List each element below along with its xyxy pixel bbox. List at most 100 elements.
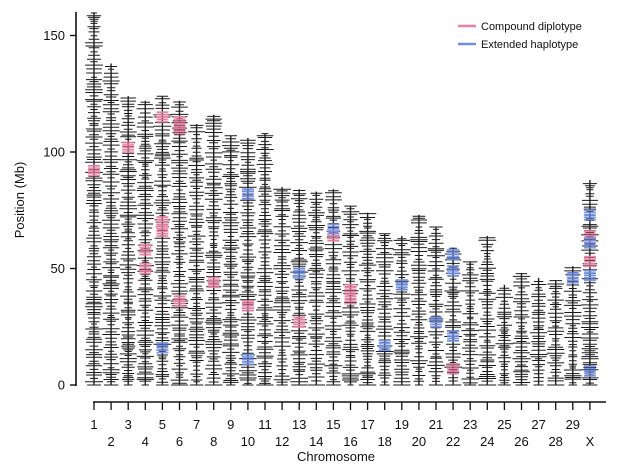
marker-ticks	[358, 213, 377, 386]
x-tick-label: 6	[176, 434, 183, 449]
chromosome-3	[119, 96, 137, 386]
marker-ticks	[85, 12, 103, 386]
extended-haplotype-mark-chr29	[566, 272, 579, 284]
marker-ticks	[119, 97, 137, 386]
compound-diplotype-mark-chr5	[156, 225, 169, 237]
x-tick-label: 23	[463, 417, 477, 432]
chromosome-11	[256, 133, 274, 386]
chromosome-9	[221, 135, 240, 386]
x-tick-label: 14	[309, 434, 323, 449]
extended-haplotype-mark-chrX	[583, 209, 596, 221]
chromosome-23	[461, 261, 480, 386]
marker-ticks	[495, 287, 514, 386]
x-tick-label: 1	[90, 417, 97, 432]
marker-ticks	[187, 124, 206, 386]
x-tick-label: 15	[326, 417, 340, 432]
chromosome-28	[546, 280, 565, 386]
x-tick-label: 13	[292, 417, 306, 432]
compound-diplotype-mark-chr4	[139, 262, 152, 275]
chromosome-27	[529, 277, 548, 386]
y-tick-label: 100	[43, 145, 65, 160]
x-axis-title: Chromosome	[297, 449, 375, 464]
legend-label-extended: Extended haplotype	[481, 39, 578, 51]
compound-diplotype-mark-chr1	[88, 164, 100, 177]
chromosome-bars	[85, 12, 599, 386]
chromosome-10	[239, 138, 257, 386]
chromosome-26	[512, 273, 531, 386]
x-tick-label: 27	[531, 417, 545, 432]
x-tick-label: 18	[377, 434, 391, 449]
extended-haplotype-mark-chr5	[156, 342, 169, 354]
y-tick-label: 150	[43, 28, 65, 43]
chromosome-29	[564, 266, 582, 386]
marker-ticks	[221, 135, 240, 386]
chromosome-16	[341, 205, 360, 386]
legend: Compound diplotype Extended haplotype	[458, 21, 582, 51]
x-axis: 1234567891011121314151617181920212223242…	[90, 401, 606, 464]
marker-ticks	[375, 233, 394, 386]
marker-ticks	[410, 215, 428, 386]
x-tick-label: 16	[343, 434, 357, 449]
x-tick-label: 22	[446, 434, 460, 449]
extended-haplotype-mark-chr22	[447, 330, 460, 342]
marker-ticks	[461, 261, 480, 386]
marker-ticks	[478, 237, 497, 386]
chromosome-6	[170, 100, 189, 386]
chromosome-8	[204, 114, 223, 386]
marker-ticks	[546, 280, 565, 386]
compound-diplotype-mark-chr5	[156, 111, 169, 123]
extended-haplotype-mark-chr22	[447, 265, 460, 277]
compound-diplotype-mark-chr16	[344, 293, 357, 305]
extended-haplotype-mark-chr10	[241, 353, 254, 366]
chromosome-1	[85, 12, 103, 386]
marker-ticks	[273, 188, 291, 386]
extended-haplotype-mark-chr13	[293, 267, 306, 279]
chromosome-18	[375, 233, 394, 386]
compound-diplotype-mark-chr13	[293, 316, 306, 328]
compound-diplotype-mark-chr4	[139, 244, 152, 256]
chromosome-25	[495, 284, 514, 386]
compound-diplotype-mark-chr6	[173, 295, 186, 307]
chromosome-21	[427, 226, 445, 386]
marker-ticks	[102, 66, 121, 386]
x-tick-label: 12	[275, 434, 289, 449]
x-tick-label: 24	[480, 434, 494, 449]
compound-diplotype-mark-chr8	[207, 276, 220, 289]
chromosome-5	[153, 95, 172, 386]
x-tick-label: 10	[241, 434, 255, 449]
compound-diplotype-mark-chr22	[447, 362, 460, 375]
extended-haplotype-mark-chr10	[241, 188, 254, 200]
chromosome-20	[410, 214, 428, 386]
x-tick-label: 19	[395, 417, 409, 432]
legend-label-compound: Compound diplotype	[481, 21, 582, 33]
chromosome-14	[307, 191, 326, 386]
x-tick-label: 4	[142, 434, 149, 449]
x-tick-label: 7	[193, 417, 200, 432]
marker-ticks	[307, 192, 326, 386]
x-tick-label: 11	[258, 417, 272, 432]
extended-haplotype-mark-chr18	[378, 339, 391, 352]
x-tick-label: X	[586, 434, 595, 449]
compound-diplotype-mark-chrX	[583, 255, 596, 268]
x-tick-label: 3	[125, 417, 132, 432]
marker-ticks	[529, 281, 548, 386]
extended-haplotype-mark-chrX	[583, 237, 596, 249]
y-tick-label: 50	[51, 261, 65, 276]
compound-diplotype-mark-chr10	[241, 300, 254, 312]
marker-ticks	[204, 115, 223, 386]
marker-ticks	[256, 133, 274, 386]
x-tick-label: 21	[429, 417, 443, 432]
x-tick-label: 29	[566, 417, 580, 432]
x-tick-label: 2	[107, 434, 114, 449]
marker-ticks	[427, 226, 445, 386]
extended-haplotype-mark-chr22	[447, 248, 460, 261]
extended-haplotype-mark-chrX	[583, 365, 596, 377]
chromosome-12	[273, 186, 291, 386]
x-tick-label: 8	[210, 434, 217, 449]
extended-haplotype-mark-chr15	[327, 223, 340, 235]
y-axis: 0 50 100 150 Position (Mb)	[12, 12, 77, 393]
chromosome-7	[187, 124, 206, 386]
x-tick-label: 26	[514, 434, 528, 449]
chromosome-4	[136, 100, 155, 386]
